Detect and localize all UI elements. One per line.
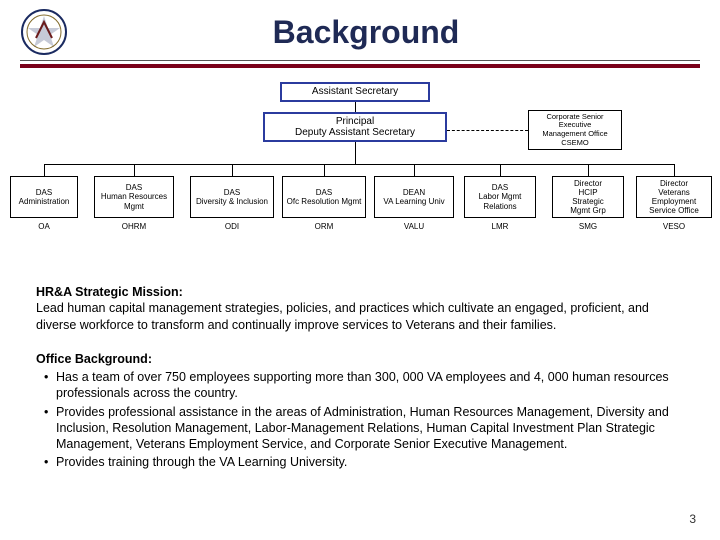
mission-text: Lead human capital management strategies…: [36, 301, 649, 331]
org-top-label: Assistant Secretary: [284, 86, 426, 98]
org-node-7: Director Veterans Employment Service Off…: [636, 176, 712, 218]
org-principal: Principal Deputy Assistant Secretary: [263, 112, 447, 142]
org-node-4-sub: VALU: [374, 222, 454, 231]
org-chart: Assistant Secretary Principal Deputy Ass…: [0, 76, 720, 276]
org-node-2: DAS Diversity & Inclusion: [190, 176, 274, 218]
org-node-2-sub: ODI: [190, 222, 274, 231]
org-node-1-sub: OHRM: [94, 222, 174, 231]
org-node-3: DAS Ofc Resolution Mgmt: [282, 176, 366, 218]
org-node-1: DAS Human Resources Mgmt: [94, 176, 174, 218]
bullet-2: Provides training through the VA Learnin…: [36, 454, 684, 470]
mission-heading: HR&A Strategic Mission:: [36, 285, 183, 299]
rule-thin: [20, 60, 700, 61]
org-top: Assistant Secretary: [280, 82, 430, 102]
org-node-0-sub: OA: [10, 222, 78, 231]
page-title: Background: [80, 14, 652, 51]
background-heading: Office Background:: [36, 352, 152, 366]
org-node-5: DAS Labor Mgmt Relations: [464, 176, 536, 218]
bullet-0: Has a team of over 750 employees support…: [36, 369, 684, 402]
page-number: 3: [689, 512, 696, 526]
background-block: Office Background: Has a team of over 75…: [0, 343, 720, 471]
org-csemo: Corporate Senior Executive Management Of…: [528, 110, 622, 150]
va-seal-icon: [20, 8, 68, 56]
org-node-0: DAS Administration: [10, 176, 78, 218]
rule-thick: [20, 64, 700, 68]
org-node-7-sub: VESO: [636, 222, 712, 231]
bullet-1: Provides professional assistance in the …: [36, 404, 684, 453]
org-node-6: Director HCIP Strategic Mgmt Grp: [552, 176, 624, 218]
org-node-4: DEAN VA Learning Univ: [374, 176, 454, 218]
org-node-6-sub: SMG: [552, 222, 624, 231]
org-node-3-sub: ORM: [282, 222, 366, 231]
org-node-5-sub: LMR: [464, 222, 536, 231]
mission-block: HR&A Strategic Mission: Lead human capit…: [0, 276, 720, 333]
